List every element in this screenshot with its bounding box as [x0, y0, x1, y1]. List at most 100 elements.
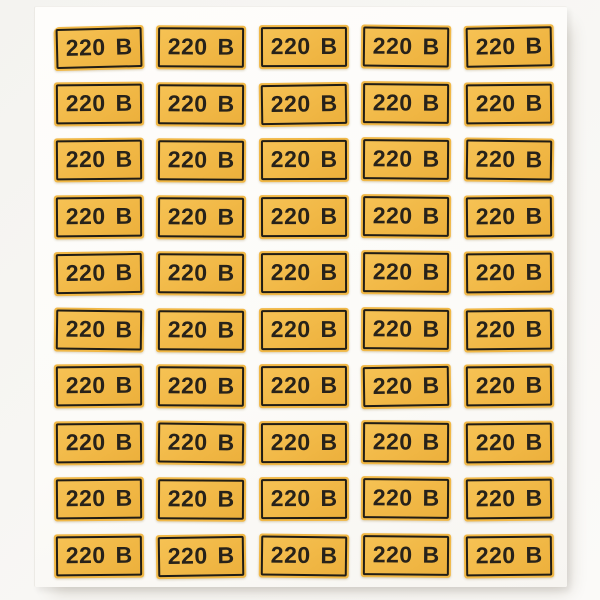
sticker-220v: 220 В	[53, 306, 145, 352]
sticker-220v: 220 В	[361, 250, 452, 295]
sticker-label: 220 В	[168, 372, 236, 399]
sticker-220v: 220 В	[156, 138, 247, 183]
sticker-label: 220 В	[168, 89, 236, 116]
sticker-label: 220 В	[270, 202, 338, 229]
sticker-label: 220 В	[168, 146, 236, 173]
sticker-border-frame: 220 В	[158, 366, 245, 407]
sticker-220v: 220 В	[360, 24, 452, 70]
sticker-label: 220 В	[372, 144, 440, 172]
sticker-border-frame: 220 В	[363, 252, 450, 293]
sticker-220v: 220 В	[463, 363, 555, 408]
sticker-border-frame: 220 В	[260, 196, 348, 237]
sticker-border-frame: 220 В	[260, 139, 348, 180]
sticker-220v: 220 В	[156, 477, 247, 522]
sticker-label: 220 В	[475, 201, 543, 229]
sticker-220v: 220 В	[361, 80, 452, 125]
sticker-220v: 220 В	[463, 137, 555, 183]
sticker-border-frame: 220 В	[465, 83, 553, 124]
sticker-grid: 220 В 220 В 220 В 220 В 220 В 220 В 220 В 220 В…	[53, 24, 555, 579]
sticker-220v: 220 В	[156, 81, 247, 126]
sticker-border-frame: 220 В	[363, 139, 450, 180]
sticker-label: 220 В	[270, 484, 338, 511]
sticker-label: 220 В	[372, 88, 440, 116]
sticker-border-frame: 220 В	[465, 478, 553, 519]
sticker-label: 220 В	[475, 371, 543, 399]
sticker-border-frame: 220 В	[55, 83, 143, 124]
sticker-border-frame: 220 В	[260, 478, 348, 519]
sticker-label: 220 В	[270, 315, 338, 342]
sticker-220v: 220 В	[258, 194, 350, 239]
sticker-220v: 220 В	[463, 194, 555, 239]
sticker-220v: 220 В	[156, 419, 248, 465]
sticker-label: 220 В	[65, 484, 133, 512]
sticker-label: 220 В	[372, 32, 440, 60]
sticker-220v: 220 В	[258, 137, 350, 182]
sticker-220v: 220 В	[361, 137, 452, 182]
sticker-label: 220 В	[65, 201, 133, 229]
sticker-label: 220 В	[475, 88, 543, 116]
sticker-label: 220 В	[475, 314, 543, 342]
sticker-label: 220 В	[475, 145, 543, 173]
sticker-border-frame: 220 В	[363, 82, 450, 123]
sticker-label: 220 В	[168, 427, 236, 455]
sticker-220v: 220 В	[156, 25, 247, 70]
sticker-border-frame: 220 В	[158, 253, 245, 294]
sticker-label: 220 В	[475, 484, 543, 512]
sticker-label: 220 В	[372, 427, 440, 455]
sticker-label: 220 В	[372, 483, 440, 511]
sticker-220v: 220 В	[53, 24, 145, 71]
sticker-border-frame: 220 В	[465, 26, 553, 68]
sticker-label: 220 В	[65, 145, 133, 173]
sticker-220v: 220 В	[258, 420, 350, 465]
sticker-label: 220 В	[372, 257, 440, 285]
sticker-220v: 220 В	[463, 307, 555, 352]
sticker-label: 220 В	[167, 541, 236, 569]
sticker-border-frame: 220 В	[465, 535, 553, 576]
sticker-220v: 220 В	[258, 476, 350, 521]
sticker-border-frame: 220 В	[465, 422, 553, 463]
sticker-220v: 220 В	[53, 476, 145, 521]
sticker-border-frame: 220 В	[55, 422, 143, 463]
sticker-220v: 220 В	[258, 307, 350, 352]
sticker-label: 220 В	[475, 258, 543, 286]
sticker-label: 220 В	[168, 315, 236, 342]
sticker-border-frame: 220 В	[362, 365, 450, 407]
sticker-220v: 220 В	[361, 532, 452, 577]
sticker-border-frame: 220 В	[55, 26, 143, 69]
sticker-220v: 220 В	[463, 476, 555, 521]
sticker-border-frame: 220 В	[363, 195, 450, 236]
sticker-border-frame: 220 В	[260, 83, 348, 125]
sticker-label: 220 В	[270, 258, 338, 285]
sticker-border-frame: 220 В	[260, 309, 348, 350]
sticker-label: 220 В	[372, 540, 440, 568]
sticker-label: 220 В	[65, 314, 133, 342]
sticker-220v: 220 В	[156, 364, 247, 409]
sticker-220v: 220 В	[156, 251, 247, 296]
sticker-220v: 220 В	[258, 24, 350, 69]
sticker-220v: 220 В	[463, 250, 555, 295]
sticker-border-frame: 220 В	[158, 309, 245, 350]
sticker-border-frame: 220 В	[260, 26, 348, 67]
sticker-label: 220 В	[65, 258, 133, 286]
sticker-label: 220 В	[270, 145, 338, 172]
sticker-label: 220 В	[65, 88, 133, 116]
sticker-label: 220 В	[270, 540, 338, 568]
sticker-border-frame: 220 В	[55, 365, 143, 406]
sticker-label: 220 В	[372, 371, 440, 399]
sticker-220v: 220 В	[53, 363, 145, 408]
sticker-220v: 220 В	[156, 307, 247, 352]
sticker-220v: 220 В	[53, 81, 145, 126]
sticker-border-frame: 220 В	[55, 252, 143, 294]
sticker-220v: 220 В	[258, 81, 350, 127]
sticker-label: 220 В	[270, 371, 338, 398]
sticker-border-frame: 220 В	[465, 252, 553, 293]
sticker-220v: 220 В	[53, 420, 145, 465]
sticker-border-frame: 220 В	[260, 534, 348, 576]
sticker-label: 220 В	[270, 428, 338, 455]
sticker-border-frame: 220 В	[465, 365, 553, 406]
sticker-220v: 220 В	[463, 533, 555, 578]
sticker-border-frame: 220 В	[363, 478, 450, 519]
sticker-220v: 220 В	[463, 420, 555, 465]
sticker-220v: 220 В	[53, 250, 145, 296]
